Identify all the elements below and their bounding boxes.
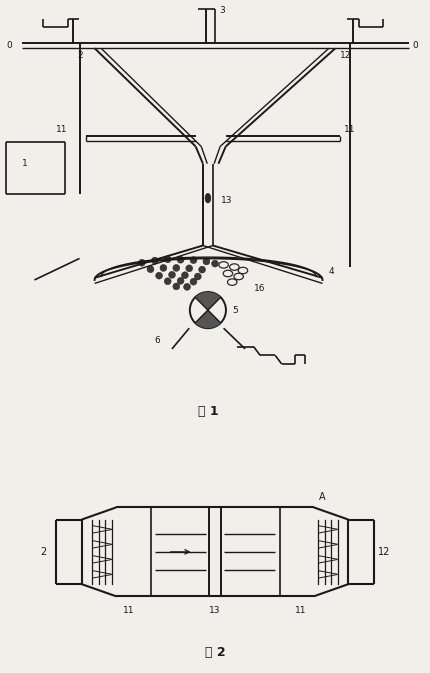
Circle shape <box>203 258 210 265</box>
Text: 2: 2 <box>77 50 83 60</box>
Circle shape <box>169 271 175 278</box>
Circle shape <box>160 264 167 271</box>
Text: 0: 0 <box>412 41 418 50</box>
Ellipse shape <box>205 193 211 203</box>
Circle shape <box>151 257 158 264</box>
Text: 13: 13 <box>209 606 221 615</box>
Text: 5: 5 <box>232 306 238 314</box>
Circle shape <box>164 256 171 262</box>
Circle shape <box>177 277 184 284</box>
Circle shape <box>190 278 197 285</box>
Circle shape <box>194 273 201 280</box>
Text: 0: 0 <box>6 41 12 50</box>
Text: 13: 13 <box>221 196 233 205</box>
Text: 3: 3 <box>219 6 225 15</box>
Circle shape <box>181 272 188 279</box>
Text: 1: 1 <box>22 160 27 168</box>
Text: 图 1: 图 1 <box>198 405 219 418</box>
Circle shape <box>184 283 190 290</box>
Circle shape <box>212 260 218 267</box>
Text: 16: 16 <box>254 284 265 293</box>
Text: 图 2: 图 2 <box>205 646 225 660</box>
Circle shape <box>190 256 197 264</box>
Text: 11: 11 <box>344 125 356 134</box>
Text: 11: 11 <box>295 606 307 615</box>
Text: 11: 11 <box>123 606 135 615</box>
Text: 11: 11 <box>56 125 68 134</box>
Text: A: A <box>319 493 326 502</box>
Text: 12: 12 <box>340 50 351 60</box>
Text: 2: 2 <box>40 547 46 557</box>
Text: 4: 4 <box>329 267 335 276</box>
Wedge shape <box>195 292 221 310</box>
Wedge shape <box>195 310 221 328</box>
Circle shape <box>164 278 171 285</box>
Text: 12: 12 <box>378 547 391 557</box>
Circle shape <box>177 256 184 263</box>
Text: 6: 6 <box>155 336 160 345</box>
Circle shape <box>173 283 180 290</box>
Circle shape <box>173 264 180 271</box>
Circle shape <box>147 266 154 273</box>
Circle shape <box>186 265 193 272</box>
Circle shape <box>156 272 163 279</box>
Circle shape <box>138 259 145 267</box>
Circle shape <box>199 267 206 273</box>
